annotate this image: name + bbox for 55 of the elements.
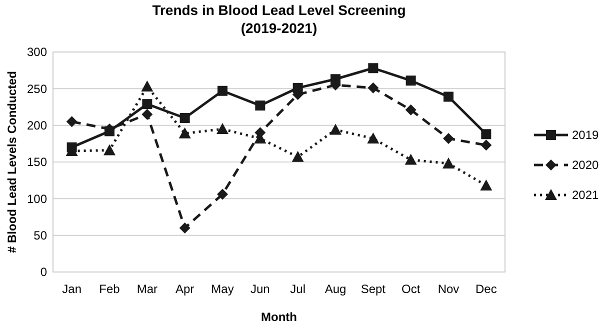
- point: [66, 116, 78, 128]
- x-tick-label: Nov: [438, 282, 460, 296]
- x-tick-label: Apr: [175, 282, 194, 296]
- point: [368, 82, 379, 94]
- y-tick-label: 200: [26, 118, 48, 133]
- y-axis-title: # Blood Lead Levels Conducted: [5, 70, 19, 254]
- x-tick-label: Jul: [290, 282, 306, 296]
- x-tick-label: Jan: [62, 282, 82, 296]
- point: [142, 99, 152, 110]
- legend-label: 2021: [572, 188, 600, 202]
- point: [178, 127, 191, 138]
- y-tick-label: 300: [26, 45, 48, 60]
- point: [104, 126, 114, 136]
- y-tick-label: 100: [26, 192, 48, 206]
- point: [218, 86, 228, 96]
- point: [404, 154, 417, 165]
- point: [292, 150, 304, 162]
- x-axis-title: Month: [261, 310, 297, 324]
- point: [330, 74, 340, 84]
- x-tick-label: Jun: [250, 282, 270, 296]
- point: [330, 124, 342, 135]
- point: [405, 104, 416, 116]
- point: [443, 133, 454, 144]
- point: [368, 63, 378, 74]
- point: [141, 80, 154, 92]
- x-tick-label: Sept: [360, 282, 386, 296]
- legend-label: 2019: [572, 128, 600, 142]
- point: [180, 113, 190, 123]
- y-tick-label: 250: [26, 82, 48, 96]
- point: [142, 108, 153, 120]
- point: [444, 92, 454, 102]
- point: [367, 132, 380, 144]
- point: [406, 76, 416, 86]
- x-tick-label: May: [211, 282, 234, 296]
- y-tick-label: 0: [40, 265, 48, 280]
- y-tick-label: 50: [34, 228, 48, 243]
- legend-label: 2020: [572, 158, 600, 172]
- point: [66, 142, 77, 152]
- x-tick-label: Oct: [401, 282, 421, 296]
- point: [292, 82, 303, 93]
- chart-title: Trends in Blood Lead Level Screening (2019-2021): [152, 2, 406, 36]
- x-tick-label: Feb: [99, 282, 120, 296]
- x-tick-label: Mar: [136, 282, 158, 296]
- x-tick-label: Dec: [475, 282, 497, 296]
- point: [179, 222, 190, 234]
- point: [217, 188, 228, 200]
- point: [216, 123, 228, 134]
- x-tick-label: Aug: [324, 282, 346, 296]
- point: [480, 140, 492, 151]
- point: [104, 144, 116, 156]
- point: [481, 129, 492, 140]
- point: [255, 100, 266, 111]
- point: [480, 179, 492, 190]
- point: [442, 157, 454, 168]
- y-tick-label: 150: [26, 155, 48, 170]
